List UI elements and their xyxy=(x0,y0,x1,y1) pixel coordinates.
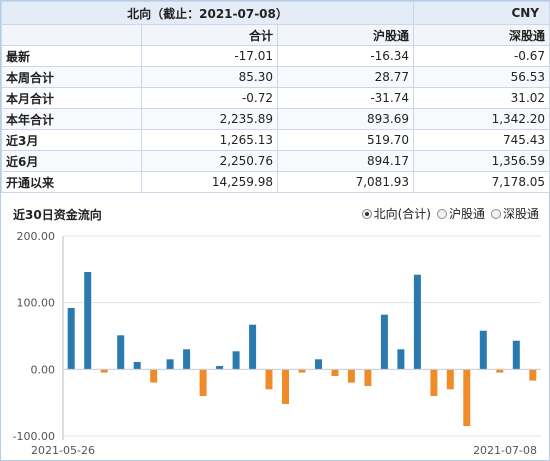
y-tick-label: 200.00 xyxy=(17,230,56,243)
table-caption-row: 北向（截止：2021-07-08） CNY xyxy=(0,1,550,25)
cell-total: 85.30 xyxy=(141,66,278,88)
flow-bar[interactable] xyxy=(216,366,224,370)
row-label: 开通以来 xyxy=(1,171,142,193)
flow-bar[interactable] xyxy=(150,369,158,383)
table-row: 开通以来 14,259.98 7,081.93 7,178.05 xyxy=(1,171,550,193)
header-shenzhen-connect: 深股通 xyxy=(413,24,550,46)
flow-bar[interactable] xyxy=(446,369,454,390)
cell-total: -17.01 xyxy=(141,45,278,67)
x-start-date-label: 2021-05-26 xyxy=(31,444,95,457)
y-tick-label: 100.00 xyxy=(17,297,56,310)
table-header-row: 合计 沪股通 深股通 xyxy=(1,24,550,46)
cell-shanghai: 7,081.93 xyxy=(276,171,415,193)
flow-bar[interactable] xyxy=(298,369,306,373)
cell-total: 14,259.98 xyxy=(141,171,278,193)
cell-shenzhen: 7,178.05 xyxy=(413,171,550,193)
cell-shenzhen: -0.67 xyxy=(413,45,550,67)
flow-bar[interactable] xyxy=(479,330,487,370)
flow-bar[interactable] xyxy=(380,314,388,370)
flow-bar-chart: 200.00 100.00 0.00 -100.00 2021-05-26 2021-… xyxy=(13,230,541,457)
radio-unselected-icon[interactable] xyxy=(436,208,447,219)
table-row: 近3月 1,265.13 519.70 745.43 xyxy=(1,129,550,151)
flow-bar[interactable] xyxy=(166,359,174,370)
cell-shanghai: -31.74 xyxy=(276,87,415,109)
flow-bar[interactable] xyxy=(183,349,191,370)
flow-bar[interactable] xyxy=(67,308,75,370)
flow-bar[interactable] xyxy=(84,272,92,370)
cell-shenzhen: 1,342.20 xyxy=(413,108,550,130)
cell-shanghai: 894.17 xyxy=(276,150,415,172)
radio-selected-icon[interactable] xyxy=(361,208,372,219)
flow-bar[interactable] xyxy=(249,324,257,370)
header-shanghai-connect: 沪股通 xyxy=(276,24,415,46)
table-row: 本月合计 -0.72 -31.74 31.02 xyxy=(1,87,550,109)
cell-shenzhen: 745.43 xyxy=(413,129,550,151)
bars xyxy=(67,272,537,426)
cell-total: 2,235.89 xyxy=(141,108,278,130)
currency-unit: CNY xyxy=(413,1,550,25)
chart-header: 近30日资金流向 北向(合计) 沪股通 深股通 xyxy=(1,197,549,227)
cell-shenzhen: 56.53 xyxy=(413,66,550,88)
y-axis-labels: 200.00 100.00 0.00 -100.00 xyxy=(13,230,55,443)
cell-shenzhen: 31.02 xyxy=(413,87,550,109)
radio-label: 沪股通 xyxy=(448,207,485,221)
radio-unselected-icon[interactable] xyxy=(490,208,501,219)
row-label: 近3月 xyxy=(1,129,142,151)
flow-bar[interactable] xyxy=(265,369,273,390)
flow-bar[interactable] xyxy=(282,369,289,404)
flow-bar[interactable] xyxy=(100,369,108,373)
row-label: 最新 xyxy=(1,45,142,67)
flow-bar[interactable] xyxy=(199,369,207,396)
flow-bar[interactable] xyxy=(397,349,405,370)
flow-bar[interactable] xyxy=(117,335,125,370)
row-label: 本月合计 xyxy=(1,87,142,109)
x-end-date-label: 2021-07-08 xyxy=(473,444,537,457)
radio-shenzhen-connect[interactable]: 深股通 xyxy=(490,205,539,222)
chart-title: 近30日资金流向 xyxy=(13,208,102,222)
cell-shanghai: 28.77 xyxy=(276,66,415,88)
flow-bar[interactable] xyxy=(496,369,504,373)
cell-total: 2,250.76 xyxy=(141,150,278,172)
table-row: 最新 -17.01 -16.34 -0.67 xyxy=(1,45,550,67)
table-title: 北向（截止：2021-07-08） xyxy=(0,1,415,25)
table-row: 本年合计 2,235.89 893.69 1,342.20 xyxy=(1,108,550,130)
table-row: 本周合计 85.30 28.77 56.53 xyxy=(1,66,550,88)
cell-shenzhen: 1,356.59 xyxy=(413,150,550,172)
cell-shanghai: 893.69 xyxy=(276,108,415,130)
row-label: 近6月 xyxy=(1,150,142,172)
flow-bar[interactable] xyxy=(529,369,537,381)
flow-bar[interactable] xyxy=(364,369,372,386)
cell-total: 1,265.13 xyxy=(141,129,278,151)
row-label: 本年合计 xyxy=(1,108,142,130)
radio-label: 北向(合计) xyxy=(373,207,431,221)
radio-label: 深股通 xyxy=(502,207,539,221)
cell-total: -0.72 xyxy=(141,87,278,109)
flow-bar[interactable] xyxy=(331,369,339,376)
header-empty-cell xyxy=(1,24,142,46)
cell-shanghai: 519.70 xyxy=(276,129,415,151)
y-tick-label: 0.00 xyxy=(31,363,56,376)
radio-shanghai-connect[interactable]: 沪股通 xyxy=(436,205,485,222)
row-label: 本周合计 xyxy=(1,66,142,88)
series-radio-group: 北向(合计) 沪股通 深股通 xyxy=(361,205,539,222)
y-tick-label: -100.00 xyxy=(13,430,55,443)
flow-bar[interactable] xyxy=(315,359,322,370)
flow-bar[interactable] xyxy=(430,369,438,396)
cell-shanghai: -16.34 xyxy=(276,45,415,67)
table-row: 近6月 2,250.76 894.17 1,356.59 xyxy=(1,150,550,172)
flow-bar[interactable] xyxy=(133,362,141,370)
flow-bar[interactable] xyxy=(232,351,240,370)
radio-northbound-total[interactable]: 北向(合计) xyxy=(361,205,431,222)
flow-bar[interactable] xyxy=(512,340,520,370)
header-total: 合计 xyxy=(141,24,278,46)
flow-bar[interactable] xyxy=(347,369,355,383)
northbound-summary-table: 北向（截止：2021-07-08） CNY 合计 沪股通 深股通 最新 -17.… xyxy=(0,1,550,193)
flow-bar[interactable] xyxy=(463,369,471,426)
flow-bar[interactable] xyxy=(413,274,421,370)
